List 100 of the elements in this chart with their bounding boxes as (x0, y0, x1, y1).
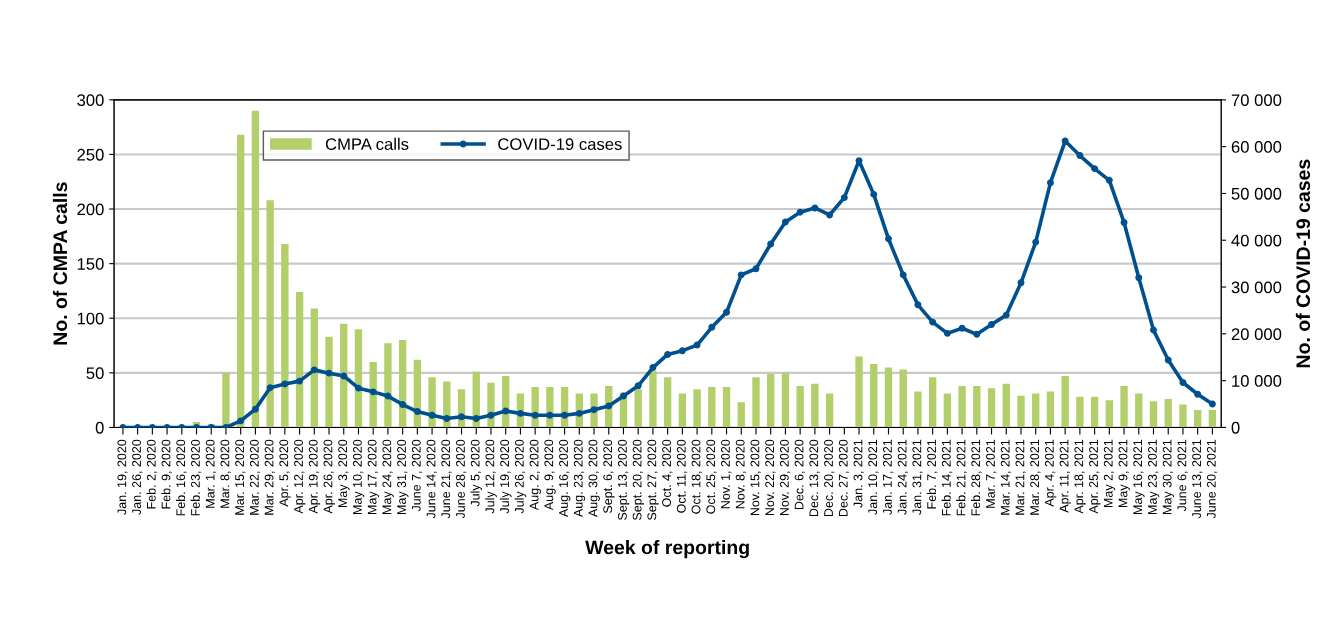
x-tick-label: July 5, 2020 (470, 439, 483, 507)
y-tick-label: 200 (77, 203, 104, 216)
bar (428, 377, 436, 428)
bar (325, 336, 333, 428)
bar (1164, 399, 1172, 428)
bar (310, 308, 318, 428)
bar (943, 393, 952, 428)
x-tick-label: Feb. 23, 2020 (190, 439, 202, 516)
x-tick-label: May 2, 2021 (1103, 439, 1116, 508)
x-tick-label: Sept. 27, 2020 (647, 439, 659, 520)
x-tick-label: June 14, 2020 (426, 439, 437, 519)
bar (752, 377, 760, 428)
x-tick-label: Mar. 21, 2021 (1015, 439, 1026, 515)
bar (767, 373, 775, 428)
x-tick-label: May 9, 2021 (1118, 439, 1130, 508)
bar (1061, 376, 1069, 428)
bar (1193, 409, 1202, 428)
bar (678, 393, 687, 428)
y2-tick-label: 60 000 (1231, 141, 1282, 153)
bar (781, 372, 790, 428)
bar (737, 402, 745, 428)
bar (1032, 393, 1040, 428)
x-tick-label: Dec. 20, 2020 (824, 439, 835, 517)
x-tick-label: Sept. 13, 2020 (617, 439, 630, 520)
x-tick-label: June 21, 2020 (441, 439, 452, 519)
y-tick-label: 300 (77, 94, 104, 107)
y2-tick-label: 20 000 (1231, 328, 1282, 341)
x-tick-label: Dec. 6, 2020 (794, 439, 805, 510)
bar (398, 340, 407, 428)
bar (1076, 396, 1084, 428)
x-tick-label: Jan. 3, 2021 (853, 439, 864, 508)
x-tick-label: Nov. 29, 2020 (779, 439, 791, 516)
y2-tick-label: 50 000 (1231, 187, 1282, 200)
bar (796, 385, 804, 428)
x-tick-label: Aug. 23, 2020 (573, 439, 586, 518)
x-tick-label: Apr. 26, 2020 (323, 439, 335, 514)
x-tick-label: May 17, 2020 (367, 439, 380, 514)
x-tick-label: June 6, 2021 (1177, 439, 1188, 512)
x-tick-label: Aug. 2, 2020 (529, 439, 541, 511)
x-tick-label: Nov. 22, 2020 (765, 439, 776, 516)
bar (870, 364, 878, 428)
bar (1002, 383, 1010, 428)
bar (708, 387, 716, 428)
bar (384, 343, 392, 428)
bar (295, 292, 304, 428)
x-tick-label: Oct. 18, 2020 (691, 439, 702, 514)
bar (1179, 404, 1187, 428)
x-tick-label: June 13, 2021 (1192, 439, 1203, 519)
x-tick-label: Jan. 17, 2021 (882, 439, 894, 515)
x-tick-label: Apr. 4, 2021 (1044, 439, 1057, 507)
bar (855, 356, 863, 428)
x-tick-label: Apr. 18, 2021 (1074, 439, 1086, 514)
x-tick-label: Sept. 6, 2020 (603, 439, 615, 514)
x-tick-label: July 19, 2020 (499, 439, 512, 514)
x-tick-label: Feb. 2, 2020 (146, 439, 158, 509)
bar (987, 388, 996, 428)
x-tick-label: Apr. 12, 2020 (294, 439, 306, 514)
x-tick-label: Mar. 1, 2020 (205, 439, 217, 508)
bar (413, 359, 422, 428)
bar (369, 361, 377, 428)
x-tick-label: June 7, 2020 (411, 439, 423, 512)
bar (899, 369, 907, 428)
bar (722, 387, 731, 428)
x-tick-label: June 28, 2020 (456, 439, 467, 519)
y2-tick-label: 40 000 (1231, 234, 1282, 247)
x-tick-label: Apr. 25, 2021 (1089, 439, 1101, 514)
x-tick-label: June 20, 2021 (1206, 439, 1218, 519)
x-tick-label: May 16, 2021 (1133, 439, 1145, 514)
x-tick-label: May 31, 2020 (397, 439, 409, 514)
x-tick-label: Oct. 4, 2020 (662, 439, 673, 507)
bar (1105, 400, 1114, 428)
x-tick-label: July 26, 2020 (514, 439, 527, 514)
x-tick-label: Sept. 20, 2020 (632, 439, 645, 520)
legend-label: COVID-19 cases (498, 138, 622, 151)
x-tick-label: May 3, 2020 (338, 439, 350, 508)
x-tick-label: Nov. 1, 2020 (721, 439, 732, 509)
y2-tick-label: 70 000 (1231, 94, 1282, 107)
y-tick-label: 0 (95, 421, 104, 434)
y2-axis-title: No. of COVID-19 cases (1295, 159, 1311, 368)
x-tick-label: Mar. 15, 2020 (235, 439, 246, 515)
bar (1090, 396, 1099, 428)
x-tick-label: Mar. 7, 2021 (986, 439, 997, 508)
y2-tick-label: 30 000 (1231, 281, 1282, 294)
bar (1149, 401, 1158, 428)
x-tick-label: July 12, 2020 (485, 439, 497, 514)
y-tick-label: 250 (77, 148, 104, 161)
y-tick-label: 100 (77, 312, 104, 325)
x-tick-label: Dec. 27, 2020 (838, 439, 850, 517)
x-tick-label: Nov. 15, 2020 (750, 439, 761, 516)
bar (266, 200, 274, 428)
bar (825, 393, 834, 428)
x-tick-label: Mar. 22, 2020 (249, 439, 261, 515)
bar (1017, 395, 1025, 428)
bar (281, 243, 289, 428)
y-axis-title: No. of CMPA calls (52, 182, 68, 345)
bar (693, 389, 701, 428)
x-tick-label: Apr. 5, 2020 (279, 439, 291, 507)
x-tick-label: Aug. 30, 2020 (588, 439, 600, 518)
bar (811, 383, 819, 428)
y-tick-label: 50 (86, 367, 104, 380)
